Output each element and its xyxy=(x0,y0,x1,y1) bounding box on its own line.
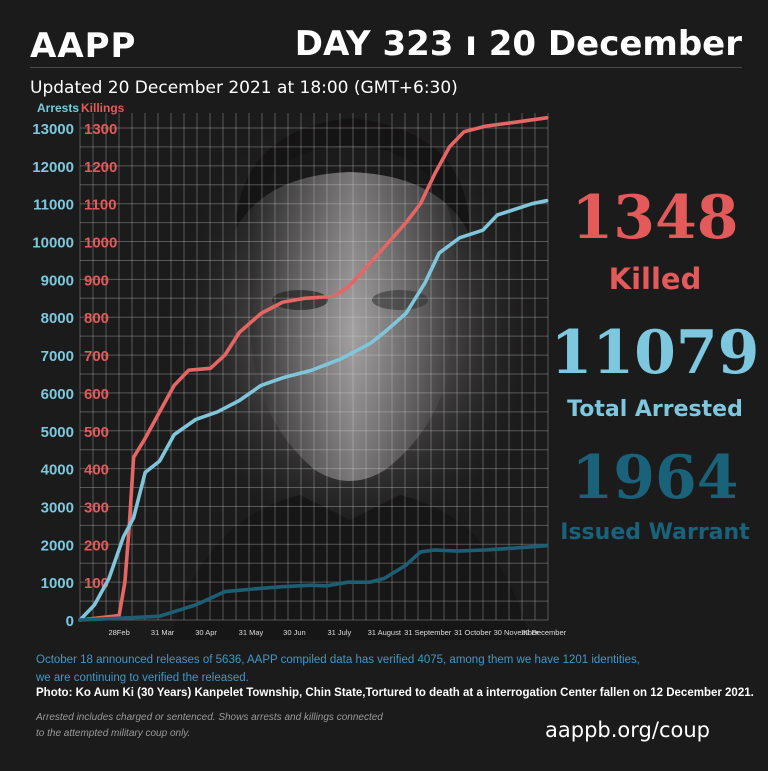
x-tick-label: 31 August xyxy=(368,628,402,637)
left-tick-label: 3000 xyxy=(41,499,74,516)
release-note: October 18 announced releases of 5636, A… xyxy=(36,651,736,687)
footnote-line1: Arrested includes charged or sentenced. … xyxy=(36,712,383,723)
footnote: Arrested includes charged or sentenced. … xyxy=(36,710,383,742)
left-tick-label: 6000 xyxy=(41,386,74,403)
x-tick-label: 31 September xyxy=(404,628,452,637)
left-tick-label: 12000 xyxy=(32,159,74,176)
x-tick-label: 30 November xyxy=(494,628,540,637)
updated-timestamp: Updated 20 December 2021 at 18:00 (GMT+6… xyxy=(30,78,458,98)
x-tick-label: 20 December xyxy=(521,628,567,637)
release-note-line1: October 18 announced releases of 5636, A… xyxy=(36,654,640,666)
left-tick-label: 10000 xyxy=(32,235,74,252)
left-tick-label: 8000 xyxy=(41,310,74,327)
right-tick-label: 800 xyxy=(84,310,109,327)
killed-count: 1348 xyxy=(571,183,739,253)
x-tick-label: 31 Mar xyxy=(151,628,175,637)
arrested-label: Total Arrested xyxy=(567,397,743,422)
right-axis-label: Killings xyxy=(81,101,125,115)
brand-logo-text: AAPP xyxy=(30,26,137,66)
x-tick-label: 28Feb xyxy=(108,628,129,637)
left-tick-label: 1000 xyxy=(41,575,74,592)
header-divider xyxy=(30,67,742,68)
source-link[interactable]: aappb.org/coup xyxy=(545,718,710,742)
footnote-line2: to the attempted military coup only. xyxy=(36,728,191,739)
left-tick-label: 9000 xyxy=(41,272,74,289)
x-tick-label: 31 July xyxy=(327,628,351,637)
right-tick-label: 700 xyxy=(84,348,109,365)
release-note-line2: we are continuing to verified the releas… xyxy=(36,672,249,684)
killed-label: Killed xyxy=(608,262,702,296)
right-tick-label: 200 xyxy=(84,537,109,554)
warrant-count: 1964 xyxy=(571,443,739,513)
day-counter: DAY 323 ı 20 December xyxy=(294,24,742,64)
left-tick-label: 11000 xyxy=(33,197,74,214)
x-tick-label: 30 Apr xyxy=(195,628,217,637)
x-tick-label: 30 Jun xyxy=(283,628,306,637)
left-tick-label: 4000 xyxy=(41,462,74,479)
right-tick-label: 400 xyxy=(84,462,109,479)
right-tick-label: 1200 xyxy=(84,159,117,176)
arrests-line xyxy=(78,198,549,622)
left-tick-label: 7000 xyxy=(41,348,74,365)
right-tick-label: 500 xyxy=(84,424,109,441)
warrant-line xyxy=(78,543,549,622)
left-tick-label: 0 xyxy=(66,613,74,630)
killings-line xyxy=(78,116,549,622)
right-tick-label: 1000 xyxy=(84,235,117,252)
left-tick-label: 2000 xyxy=(41,537,74,554)
left-axis-label: Arrests xyxy=(37,101,80,115)
right-tick-label: 900 xyxy=(84,272,109,289)
x-tick-label: 31 May xyxy=(239,628,264,637)
left-tick-label: 13000 xyxy=(32,121,74,138)
right-tick-label: 600 xyxy=(84,386,109,403)
arrested-count: 11079 xyxy=(550,318,760,388)
left-tick-label: 5000 xyxy=(41,424,74,441)
right-tick-label: 1100 xyxy=(84,197,117,214)
right-tick-label: 1300 xyxy=(84,121,117,138)
photo-caption: Photo: Ko Aum Ki (30 Years) Kanpelet Tow… xyxy=(36,687,754,699)
x-tick-label: 31 October xyxy=(454,628,492,637)
warrant-label: Issued Warrant xyxy=(560,520,750,545)
right-tick-label: 300 xyxy=(84,499,109,516)
